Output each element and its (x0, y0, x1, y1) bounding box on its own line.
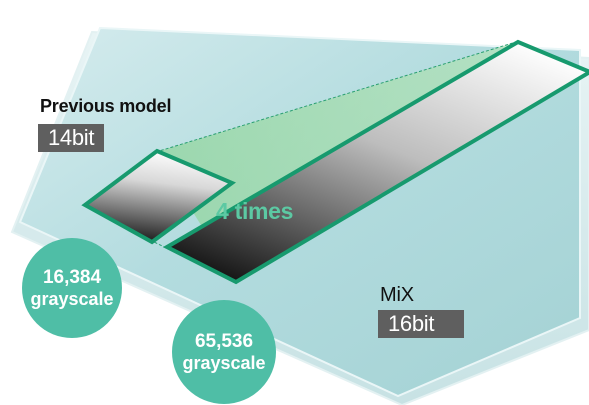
previous-model-title: Previous model (40, 96, 172, 116)
previous-grayscale-count: 16,384 (42, 266, 102, 288)
mix-grayscale-word: grayscale (182, 352, 266, 373)
previous-grayscale-frame (81, 148, 237, 245)
previous-grayscale-word: grayscale (30, 288, 114, 309)
mix-grayscale-bubble: 65,536 grayscale (172, 300, 276, 404)
previous-grayscale-bubble: 16,384 grayscale (22, 238, 122, 338)
mix-grayscale-frame (162, 39, 589, 285)
previous-bit-badge: 14bit (38, 124, 105, 152)
mix-bit-badge: 16bit (378, 310, 464, 338)
mix-title: MiX (380, 284, 414, 306)
ratio-label: 4 times (216, 198, 294, 224)
mix-grayscale-count: 65,536 (194, 330, 254, 352)
